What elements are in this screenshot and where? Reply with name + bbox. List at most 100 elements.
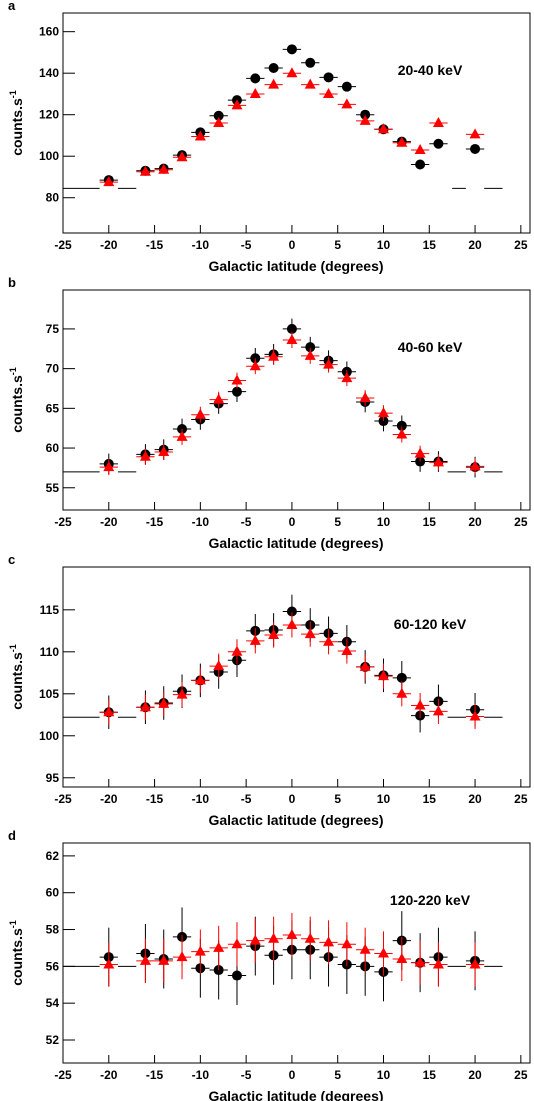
marker-circle bbox=[305, 342, 316, 353]
marker-triangle bbox=[377, 670, 389, 681]
energy-label: 40-60 keV bbox=[398, 339, 463, 355]
x-tick-label: 15 bbox=[423, 515, 437, 529]
panel-label: b bbox=[8, 275, 16, 290]
x-tick-label: 10 bbox=[377, 1068, 391, 1082]
y-axis-label-sup: -1 bbox=[8, 90, 18, 98]
marker-triangle bbox=[377, 123, 389, 134]
marker-triangle bbox=[359, 660, 371, 671]
energy-label: 60-120 keV bbox=[394, 616, 467, 632]
x-tick-label: 5 bbox=[334, 1068, 341, 1082]
x-axis-label: Galactic latitude (degrees) bbox=[208, 812, 383, 828]
x-tick-label: 20 bbox=[468, 515, 482, 529]
y-axis-label-main: counts.s bbox=[9, 98, 25, 156]
y-tick-label: 62 bbox=[46, 849, 60, 863]
marker-triangle bbox=[341, 644, 353, 655]
y-axis-label: counts.s-1 bbox=[8, 920, 25, 986]
marker-circle bbox=[286, 606, 297, 617]
marker-triangle bbox=[194, 945, 206, 956]
x-tick-label: -20 bbox=[100, 238, 118, 252]
marker-triangle bbox=[176, 688, 188, 699]
marker-triangle bbox=[414, 143, 426, 154]
marker-triangle bbox=[139, 165, 151, 176]
x-axis-label: Galactic latitude (degrees) bbox=[208, 1088, 383, 1101]
y-axis-label: counts.s-1 bbox=[8, 90, 25, 156]
marker-circle bbox=[360, 109, 371, 120]
x-tick-label: -15 bbox=[146, 792, 164, 806]
y-tick-label: 54 bbox=[46, 996, 60, 1010]
y-tick-label: 75 bbox=[46, 322, 60, 336]
marker-circle bbox=[396, 672, 407, 683]
marker-triangle bbox=[414, 956, 426, 967]
marker-triangle bbox=[304, 932, 316, 943]
y-tick-label: 105 bbox=[39, 687, 59, 701]
marker-triangle bbox=[286, 618, 298, 629]
marker-triangle bbox=[377, 947, 389, 958]
marker-circle bbox=[268, 63, 279, 73]
marker-triangle bbox=[249, 360, 261, 371]
marker-triangle bbox=[194, 674, 206, 685]
marker-circle bbox=[286, 323, 297, 334]
marker-triangle bbox=[158, 446, 170, 457]
y-tick-label: 60 bbox=[46, 441, 60, 455]
marker-triangle bbox=[268, 78, 280, 89]
y-axis-label-main: counts.s bbox=[9, 375, 25, 433]
x-tick-label: -10 bbox=[192, 515, 210, 529]
y-tick-label: 60 bbox=[46, 886, 60, 900]
marker-circle bbox=[250, 73, 261, 84]
marker-triangle bbox=[341, 938, 353, 949]
x-tick-label: -25 bbox=[54, 792, 72, 806]
marker-triangle bbox=[231, 99, 243, 110]
plot-frame bbox=[62, 289, 531, 511]
marker-triangle bbox=[359, 392, 371, 403]
marker-triangle bbox=[432, 117, 444, 127]
x-tick-label: -15 bbox=[146, 238, 164, 252]
marker-circle bbox=[305, 57, 316, 68]
x-tick-label: -5 bbox=[241, 515, 252, 529]
panel: c 60-120 keV Galactic latitude (degrees) co… bbox=[8, 552, 531, 828]
marker-triangle bbox=[304, 628, 316, 639]
marker-triangle bbox=[103, 461, 115, 472]
x-tick-label: -25 bbox=[54, 238, 72, 252]
marker-triangle bbox=[176, 951, 188, 962]
y-tick-label: 95 bbox=[46, 771, 60, 785]
plot-frame bbox=[62, 566, 531, 788]
x-tick-label: 25 bbox=[514, 515, 528, 529]
marker-triangle bbox=[194, 408, 206, 419]
x-axis-label: Galactic latitude (degrees) bbox=[208, 535, 383, 551]
x-tick-label: -25 bbox=[54, 515, 72, 529]
x-tick-label: -5 bbox=[241, 1068, 252, 1082]
panel: b 40-60 keV Galactic latitude (degrees) cou… bbox=[8, 275, 531, 551]
marker-triangle bbox=[268, 932, 280, 943]
marker-triangle bbox=[304, 78, 316, 89]
marker-triangle bbox=[323, 635, 335, 646]
marker-triangle bbox=[377, 407, 389, 418]
marker-triangle bbox=[213, 941, 225, 952]
marker-triangle bbox=[396, 136, 408, 147]
y-tick-label: 55 bbox=[46, 481, 60, 495]
panel-label: d bbox=[8, 828, 16, 843]
x-tick-label: 0 bbox=[289, 515, 296, 529]
y-axis-label-main: counts.s bbox=[9, 652, 25, 710]
y-tick-label: 120 bbox=[39, 108, 59, 122]
y-tick-label: 115 bbox=[40, 603, 60, 617]
panel-label: c bbox=[8, 552, 15, 567]
marker-triangle bbox=[469, 128, 481, 139]
marker-circle bbox=[231, 386, 242, 397]
marker-triangle bbox=[103, 958, 115, 969]
x-tick-label: 5 bbox=[334, 238, 341, 252]
x-tick-label: -15 bbox=[146, 515, 164, 529]
marker-triangle bbox=[286, 334, 298, 345]
marker-triangle bbox=[323, 87, 335, 98]
marker-triangle bbox=[158, 163, 170, 174]
y-tick-label: 160 bbox=[39, 25, 59, 39]
marker-triangle bbox=[469, 958, 481, 969]
x-tick-label: -10 bbox=[192, 792, 210, 806]
marker-circle bbox=[470, 143, 481, 154]
x-tick-label: 25 bbox=[514, 792, 528, 806]
marker-triangle bbox=[249, 634, 261, 645]
x-tick-label: 25 bbox=[514, 238, 528, 252]
marker-triangle bbox=[213, 393, 225, 404]
marker-triangle bbox=[414, 447, 426, 458]
